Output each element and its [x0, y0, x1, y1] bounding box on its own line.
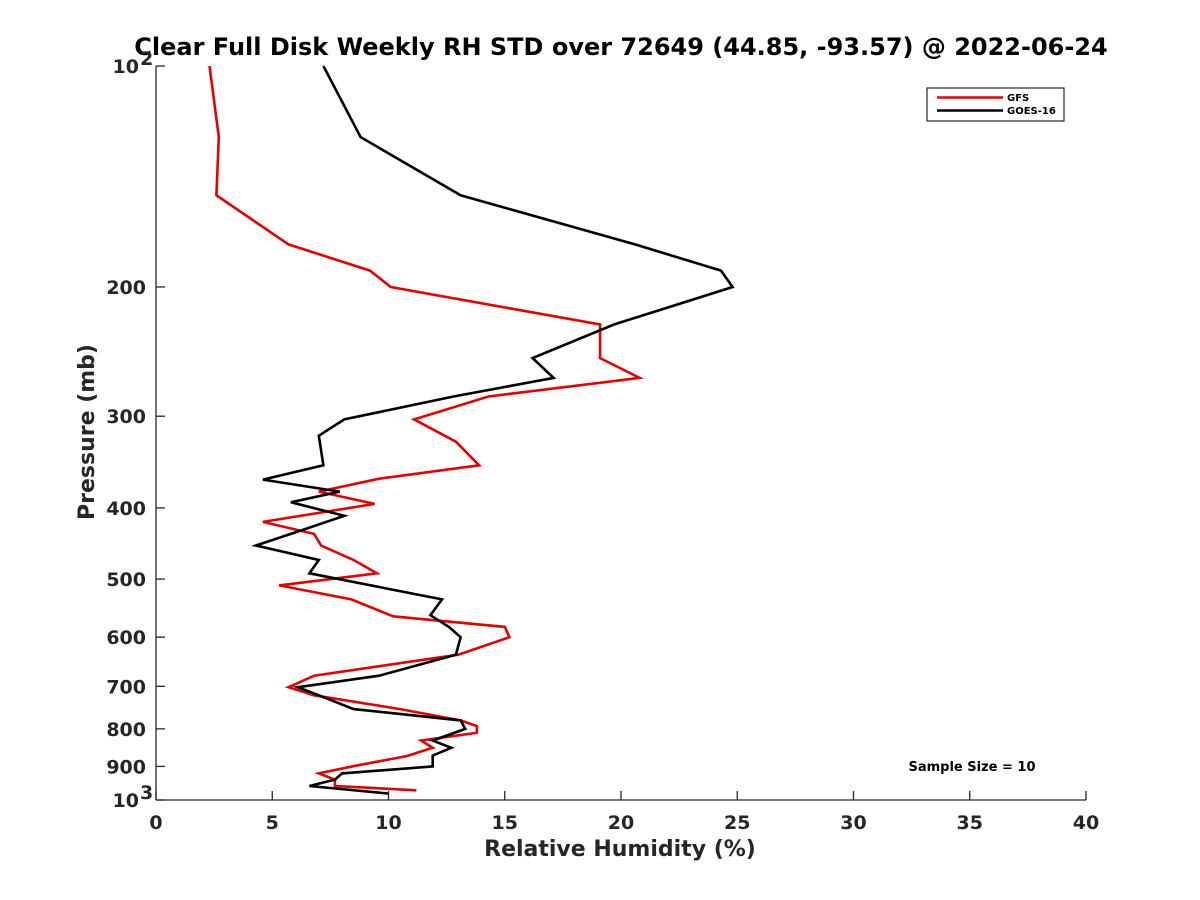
x-tick-label: 20 — [608, 812, 634, 834]
y-tick-exponent: 3 — [140, 782, 153, 804]
x-axis-ticks: 0 5 10 15 20 25 30 35 40 — [149, 791, 1099, 834]
y-tick-label: 500 — [106, 569, 146, 591]
x-tick-label: 15 — [492, 812, 518, 834]
x-tick-label: 35 — [957, 812, 983, 834]
x-tick-label: 40 — [1073, 812, 1099, 834]
series-line-goes-16 — [251, 65, 735, 795]
y-tick-label: 200 — [106, 277, 146, 299]
legend-label-goes-16: GOES-16 — [1007, 106, 1056, 117]
legend-box — [926, 87, 1065, 122]
y-tick-label: 900 — [106, 756, 146, 778]
y-tick-label: 400 — [106, 498, 146, 520]
chart-title: Clear Full Disk Weekly RH STD over 72649… — [134, 33, 1107, 61]
series-layer — [208, 65, 735, 795]
series-line-gfs — [208, 65, 645, 792]
y-tick-label: 10 — [113, 790, 139, 812]
y-tick-label: 700 — [106, 676, 146, 698]
x-tick-label: 30 — [840, 812, 866, 834]
x-tick-label: 5 — [266, 812, 279, 834]
x-axis-label: Relative Humidity (%) — [484, 837, 756, 862]
y-tick-label: 300 — [106, 406, 146, 428]
y-axis-label: Pressure (mb) — [75, 344, 100, 520]
y-tick-exponent: 2 — [140, 48, 153, 70]
y-tick-label: 10 — [113, 56, 139, 78]
sample-size-annotation: Sample Size = 10 — [908, 760, 1035, 775]
legend: GFS GOES-16 — [926, 87, 1065, 122]
x-tick-label: 0 — [149, 812, 162, 834]
x-tick-label: 25 — [724, 812, 750, 834]
x-tick-label: 10 — [375, 812, 401, 834]
legend-label-gfs: GFS — [1007, 93, 1029, 104]
y-tick-label: 600 — [106, 627, 146, 649]
y-tick-label: 800 — [106, 719, 146, 741]
